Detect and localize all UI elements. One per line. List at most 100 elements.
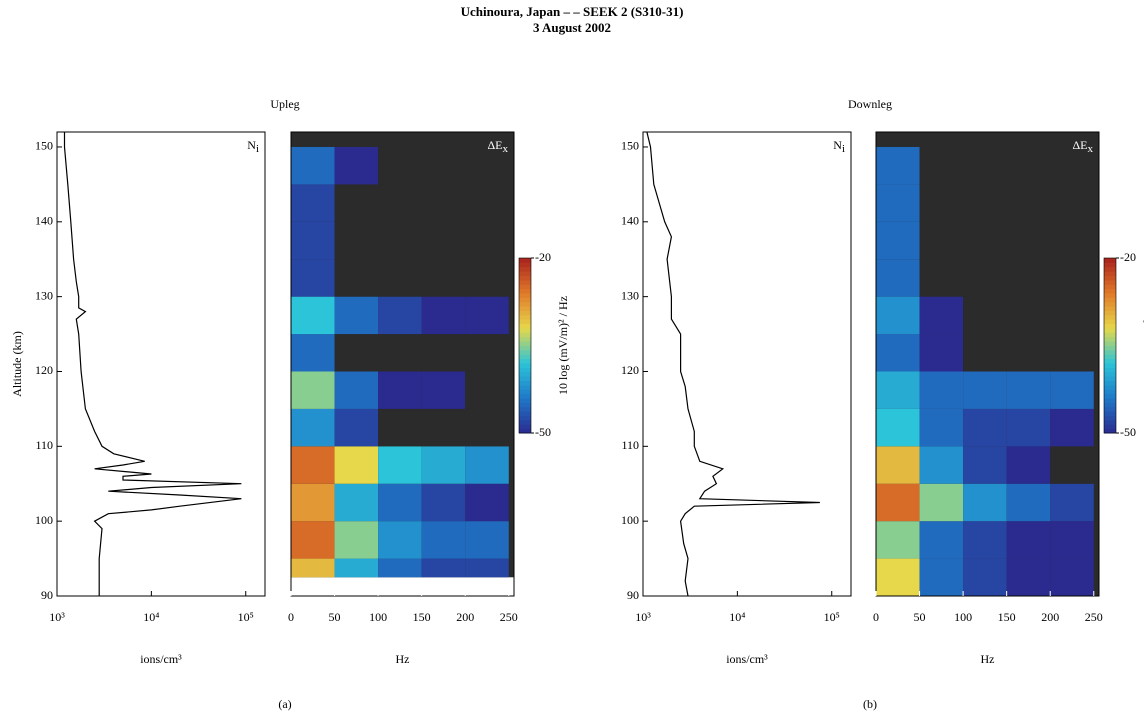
annotation-main: N [833,138,842,152]
colorbar-segment [1104,336,1116,342]
colorbar-segment [519,293,531,298]
annotation-main: ΔE [487,138,502,152]
x-tick-label: 150 [998,610,1016,624]
x-tick-label: 200 [456,610,474,624]
heatmap-cell [1050,221,1094,260]
heatmap-cell [1006,483,1051,522]
heatmap-cell [291,521,335,559]
heatmap-cell [963,371,1007,409]
heatmap-cell [421,483,466,522]
colorbar-frame [518,257,532,434]
y-tick-label: 120 [35,363,53,377]
heatmap-cell [378,408,422,447]
density-profile [63,132,242,596]
colorbar-segment [519,363,531,368]
heatmap-cell [876,408,920,447]
y-tick-label: 150 [35,139,53,153]
heatmap-cell [378,221,422,260]
y-tick-label: 140 [35,214,53,228]
heatmap-cell [465,259,509,297]
heatmap-cell [1050,483,1094,522]
colorbar-segment [1104,279,1116,285]
heatmap-cell [1050,371,1094,409]
colorbar-segment [1104,323,1116,329]
heatmap-cell [334,221,379,260]
heatmap-cell [378,371,422,409]
heatmap-cell [876,334,920,372]
annotation-subscript: i [842,143,845,155]
heatmap-cell [963,408,1007,447]
colorbar-segment [519,288,531,294]
heatmap-cell [378,184,422,222]
y-tick-label: 130 [35,288,53,302]
colorbar-segment [519,354,531,360]
colorbar-segment [519,393,531,399]
x-tick-label: 10³ [635,610,651,624]
heatmap-cell [919,483,964,522]
heatmap-cell [334,296,379,335]
plot-frame [642,131,852,597]
heatmap-cell [1006,558,1051,596]
annotation-subscript: x [1088,143,1094,155]
colorbar-segment [1104,428,1116,434]
heatmap-cell [1050,296,1094,335]
colorbar-frame [1103,257,1117,434]
colorbar-segment [519,402,531,408]
colorbar-segment [1104,332,1116,338]
colorbar-segment [1104,380,1116,386]
colorbar-segment [1104,367,1116,373]
heatmap-cell [919,296,964,335]
heatmap-cell [291,221,335,260]
heatmap-cell [334,483,379,522]
colorbar-segment [519,389,531,395]
annotation-main: ΔE [1072,138,1087,152]
heatmap-cell [963,221,1007,260]
heatmap-cell [378,558,422,578]
annotation-main: N [247,138,256,152]
y-tick-label: 130 [621,288,639,302]
colorbar-segment [1104,258,1116,263]
heatmap-cell [919,334,964,372]
heatmap-cell [291,446,335,484]
colorbar-segment [519,314,531,320]
heatmap-cell [1006,408,1051,447]
x-tick-label: 0 [288,610,294,624]
heatmap-cell [465,221,509,260]
panel-annotation: Ni [247,138,259,155]
heatmap-cell [421,558,466,578]
y-tick-label: 120 [621,363,639,377]
figure-subtitle: 3 August 2002 [533,20,611,35]
heatmap-cell [291,483,335,522]
colorbar-segment [1104,389,1116,395]
colorbar-tick-label: -50 [1120,425,1136,439]
heatmap-cell [919,221,964,260]
heatmap-cell [1006,259,1051,297]
heatmap-cell [876,259,920,297]
heatmap-cell [1050,146,1094,185]
x-axis-label: Hz [981,652,995,666]
panel-annotation: Ni [833,138,845,155]
heatmap-cell [465,146,509,185]
colorbar-segment [519,349,531,355]
colorbar-segment [519,279,531,285]
x-tick-label: 50 [329,610,341,624]
colorbar-segment [519,328,531,333]
y-tick-label: 90 [627,588,639,602]
colorbar-segment [519,310,531,316]
panel-heading: Upleg [270,97,299,111]
x-tick-label: 50 [914,610,926,624]
heatmap-cell [963,146,1007,185]
x-tick-label: 10⁴ [729,610,745,624]
heatmap-cell [421,146,466,185]
x-tick-label: 100 [369,610,387,624]
heatmap-cell [919,521,964,559]
heatmap-cell [334,334,379,372]
heatmap-cell [465,408,509,447]
colorbar-segment [519,341,531,346]
colorbar-segment [519,345,531,351]
colorbar-segment [1104,406,1116,412]
panel-annotation: ΔEx [1072,138,1093,155]
colorbar-segment [1104,310,1116,316]
colorbar-segment [1104,275,1116,281]
